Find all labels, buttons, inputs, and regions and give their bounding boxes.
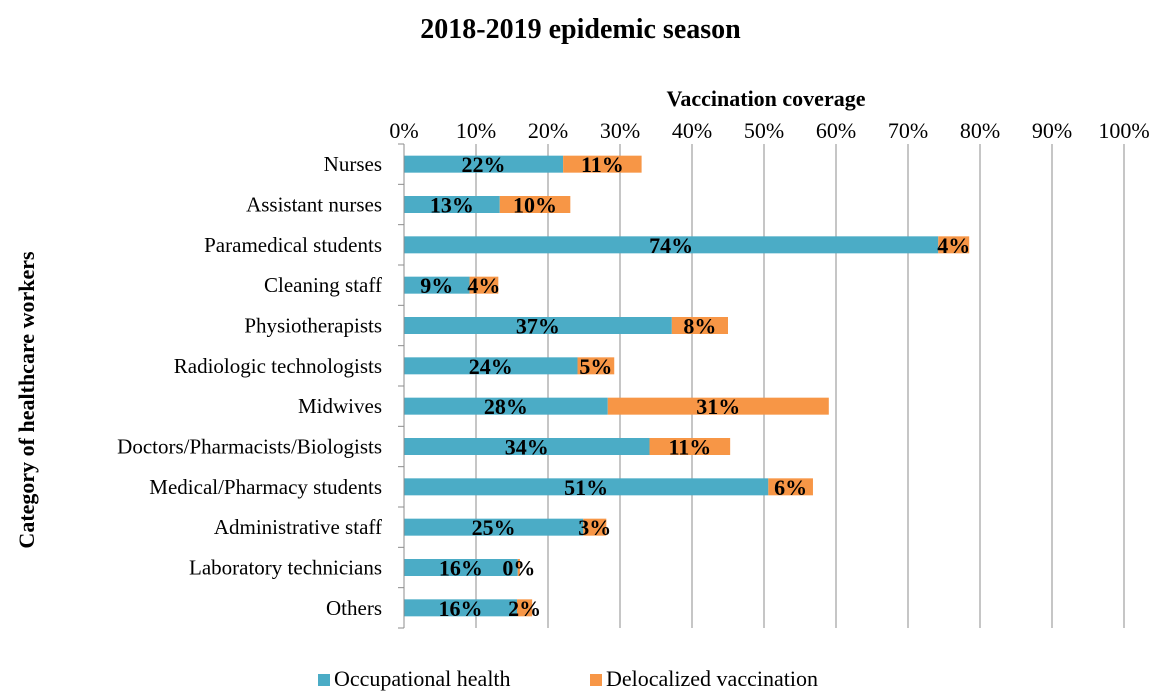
category-label: Assistant nurses	[246, 193, 382, 217]
category-label: Cleaning staff	[264, 273, 382, 297]
legend: Occupational health Delocalized vaccinati…	[318, 666, 818, 691]
bar-delocalized-vaccination	[583, 518, 607, 536]
x-tick-label: 60%	[816, 118, 856, 143]
category-label: Others	[326, 596, 382, 620]
bar-occupational-health	[404, 599, 518, 617]
bar-occupational-health	[404, 236, 939, 254]
legend-swatch	[318, 674, 330, 686]
category-label: Midwives	[298, 394, 382, 418]
data-label: 37%	[516, 314, 560, 339]
x-tick-label: 50%	[744, 118, 784, 143]
bar-delocalized-vaccination	[469, 276, 499, 294]
bar-occupational-health	[404, 518, 584, 536]
data-label: 25%	[472, 515, 516, 540]
x-tick-label: 40%	[672, 118, 712, 143]
data-label: 24%	[469, 354, 513, 379]
x-axis-title: Vaccination coverage	[667, 86, 866, 111]
data-label: 34%	[505, 435, 549, 460]
category-label: Radiologic technologists	[174, 354, 382, 378]
data-label: 74%	[649, 233, 693, 258]
y-axis-title: Category of healthcare workers	[14, 251, 39, 549]
x-tick-label: 20%	[528, 118, 568, 143]
category-label: Nurses	[324, 152, 382, 176]
bars	[404, 155, 970, 617]
category-label: Laboratory technicians	[189, 556, 382, 580]
data-label: 11%	[668, 435, 711, 460]
bar-occupational-health	[404, 559, 518, 576]
legend-label: Delocalized vaccination	[606, 666, 818, 691]
legend-label: Occupational health	[334, 666, 511, 691]
category-label: Doctors/Pharmacists/Biologists	[117, 435, 382, 459]
bar-occupational-health	[404, 397, 608, 415]
bar-delocalized-vaccination	[768, 478, 813, 496]
chart-title: 2018-2019 epidemic season	[420, 14, 741, 45]
data-label: 31%	[696, 394, 740, 419]
axes	[398, 143, 405, 629]
bar-occupational-health	[404, 196, 500, 213]
category-label: Medical/Pharmacy students	[149, 475, 382, 499]
data-label: 9%	[420, 273, 453, 298]
bar-occupational-health	[404, 478, 769, 496]
x-tick-label: 70%	[888, 118, 928, 143]
bar-delocalized-vaccination	[517, 559, 520, 576]
bar-occupational-health	[404, 155, 564, 173]
data-label: 8%	[683, 314, 716, 339]
bar-occupational-health	[404, 438, 650, 455]
bar-delocalized-vaccination	[671, 317, 728, 334]
data-labels: 22% 11% 13% 10% 74% 4% 9% 4% 37% 8% 24% 5% 28% 31% 34%…	[420, 152, 970, 621]
data-label: 16%	[439, 556, 483, 581]
x-tick-label: 80%	[960, 118, 1000, 143]
x-tick-label: 90%	[1032, 118, 1072, 143]
bar-delocalized-vaccination	[607, 397, 829, 415]
x-tick-label: 10%	[456, 118, 496, 143]
bar-delocalized-vaccination	[649, 438, 731, 455]
data-label: 51%	[564, 475, 608, 500]
bar-occupational-health	[404, 357, 578, 375]
x-tick-labels: 0% 10% 20% 30% 40% 50% 60% 70% 80% 90% 100%	[389, 118, 1149, 143]
category-labels: Nurses Assistant nurses Paramedical studen…	[117, 152, 382, 620]
data-label: 28%	[484, 394, 528, 419]
bar-delocalized-vaccination	[517, 599, 533, 617]
data-label: 3%	[578, 515, 611, 540]
data-label: 22%	[462, 152, 506, 177]
bar-occupational-health	[404, 317, 672, 334]
bar-delocalized-vaccination	[499, 196, 571, 213]
x-tick-label: 100%	[1098, 118, 1149, 143]
gridlines	[403, 144, 1125, 628]
bar-delocalized-vaccination	[577, 357, 615, 375]
category-label: Physiotherapists	[244, 314, 382, 338]
bar-delocalized-vaccination	[938, 236, 970, 254]
data-label: 5%	[579, 354, 612, 379]
data-label: 10%	[513, 193, 557, 218]
data-label: 13%	[430, 193, 474, 218]
data-label: 0%	[502, 556, 535, 581]
bar-occupational-health	[404, 276, 470, 294]
data-label: 4%	[467, 273, 500, 298]
x-tick-label: 0%	[389, 118, 418, 143]
data-label: 4%	[937, 233, 970, 258]
data-label: 2%	[508, 596, 541, 621]
data-label: 6%	[774, 475, 807, 500]
category-label: Administrative staff	[214, 515, 382, 539]
legend-swatch	[590, 674, 602, 686]
x-tick-label: 30%	[600, 118, 640, 143]
data-label: 16%	[439, 596, 483, 621]
data-label: 11%	[581, 152, 624, 177]
category-label: Paramedical students	[204, 233, 382, 257]
bar-delocalized-vaccination	[563, 155, 642, 173]
